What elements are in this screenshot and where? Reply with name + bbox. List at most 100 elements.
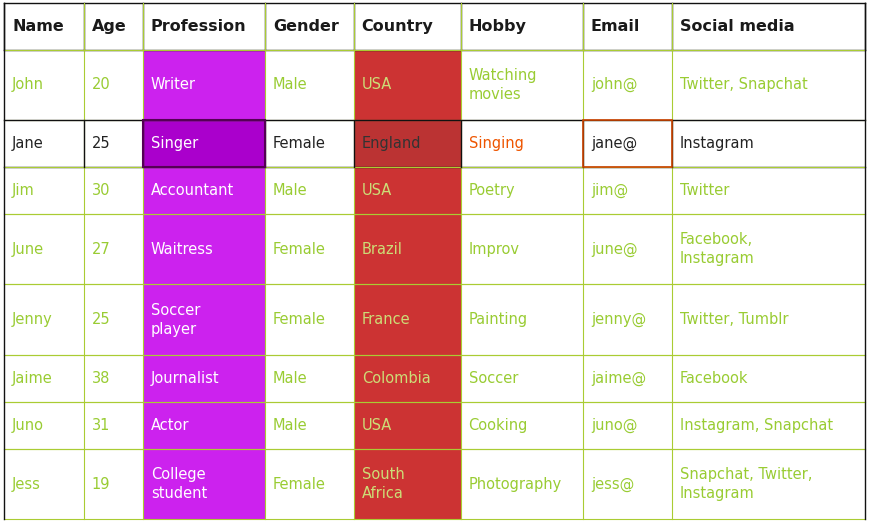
Bar	[354, 214, 461, 284]
Text: Painting: Painting	[468, 312, 527, 327]
Bar	[583, 3, 672, 50]
Text: Twitter, Tumblr: Twitter, Tumblr	[680, 312, 788, 327]
Text: Female: Female	[273, 312, 326, 327]
Bar	[672, 355, 865, 402]
Text: Journalist: Journalist	[150, 371, 219, 386]
Bar	[461, 3, 583, 50]
Text: Jenny: Jenny	[12, 312, 53, 327]
Bar	[84, 167, 143, 214]
Bar	[672, 167, 865, 214]
Text: Male: Male	[273, 77, 308, 92]
Bar	[354, 120, 461, 167]
Text: Soccer: Soccer	[468, 371, 518, 386]
Bar	[84, 355, 143, 402]
Bar	[461, 50, 583, 120]
Text: Juno: Juno	[12, 418, 44, 433]
Bar	[84, 214, 143, 284]
Text: 25: 25	[92, 312, 110, 327]
Text: South
Africa: South Africa	[362, 467, 404, 501]
Text: Male: Male	[273, 183, 308, 198]
Text: Facebook,
Instagram: Facebook, Instagram	[680, 232, 754, 266]
Text: Female: Female	[273, 477, 326, 492]
Text: 19: 19	[92, 477, 110, 492]
Text: Colombia: Colombia	[362, 371, 430, 386]
Bar	[265, 3, 354, 50]
Text: jaime@: jaime@	[591, 371, 646, 386]
Bar	[583, 402, 672, 449]
Bar	[461, 167, 583, 214]
Text: June: June	[12, 242, 44, 257]
Text: Age: Age	[92, 19, 127, 33]
Text: Photography: Photography	[468, 477, 562, 492]
Text: Email: Email	[591, 19, 640, 33]
Text: Jim: Jim	[12, 183, 35, 198]
Bar	[143, 449, 265, 519]
Text: England: England	[362, 136, 421, 151]
Bar	[143, 3, 265, 50]
Bar	[461, 355, 583, 402]
Text: juno@: juno@	[591, 418, 637, 433]
Bar	[354, 402, 461, 449]
Text: jess@: jess@	[591, 477, 634, 492]
Text: Accountant: Accountant	[150, 183, 234, 198]
Bar	[143, 355, 265, 402]
Bar	[4, 284, 84, 355]
Text: Country: Country	[362, 19, 434, 33]
Bar	[4, 50, 84, 120]
Bar	[583, 214, 672, 284]
Bar	[354, 3, 461, 50]
Text: Waitress: Waitress	[150, 242, 214, 257]
Text: Soccer
player: Soccer player	[150, 303, 200, 337]
Bar	[265, 167, 354, 214]
Bar	[265, 449, 354, 519]
Bar	[143, 214, 265, 284]
Bar	[672, 402, 865, 449]
Text: Actor: Actor	[150, 418, 189, 433]
Bar	[84, 120, 143, 167]
Bar	[672, 214, 865, 284]
Text: Profession: Profession	[150, 19, 246, 33]
Text: 27: 27	[92, 242, 110, 257]
Bar	[4, 402, 84, 449]
Bar	[354, 355, 461, 402]
Bar	[84, 284, 143, 355]
Bar	[4, 355, 84, 402]
Text: Male: Male	[273, 418, 308, 433]
Text: Twitter, Snapchat: Twitter, Snapchat	[680, 77, 807, 92]
Text: John: John	[12, 77, 44, 92]
Bar	[4, 120, 84, 167]
Bar	[4, 449, 84, 519]
Bar	[672, 50, 865, 120]
Text: june@: june@	[591, 242, 637, 257]
Text: Poetry: Poetry	[468, 183, 515, 198]
Bar	[143, 50, 265, 120]
Text: France: France	[362, 312, 410, 327]
Text: Improv: Improv	[468, 242, 520, 257]
Text: Snapchat, Twitter,
Instagram: Snapchat, Twitter, Instagram	[680, 467, 812, 501]
Bar	[84, 449, 143, 519]
Bar	[143, 284, 265, 355]
Bar	[84, 50, 143, 120]
Text: Brazil: Brazil	[362, 242, 402, 257]
Text: Twitter: Twitter	[680, 183, 729, 198]
Bar	[461, 402, 583, 449]
Bar	[461, 449, 583, 519]
Bar	[84, 402, 143, 449]
Text: USA: USA	[362, 418, 392, 433]
Text: Female: Female	[273, 242, 326, 257]
Bar	[583, 449, 672, 519]
Bar	[672, 284, 865, 355]
Text: Jaime: Jaime	[12, 371, 53, 386]
Bar	[583, 284, 672, 355]
Text: Hobby: Hobby	[468, 19, 527, 33]
Text: Facebook: Facebook	[680, 371, 748, 386]
Bar	[265, 214, 354, 284]
Text: USA: USA	[362, 77, 392, 92]
Bar	[461, 214, 583, 284]
Bar	[354, 284, 461, 355]
Bar	[672, 120, 865, 167]
Bar	[672, 449, 865, 519]
Bar	[143, 167, 265, 214]
Bar	[265, 120, 354, 167]
Text: john@: john@	[591, 77, 637, 92]
